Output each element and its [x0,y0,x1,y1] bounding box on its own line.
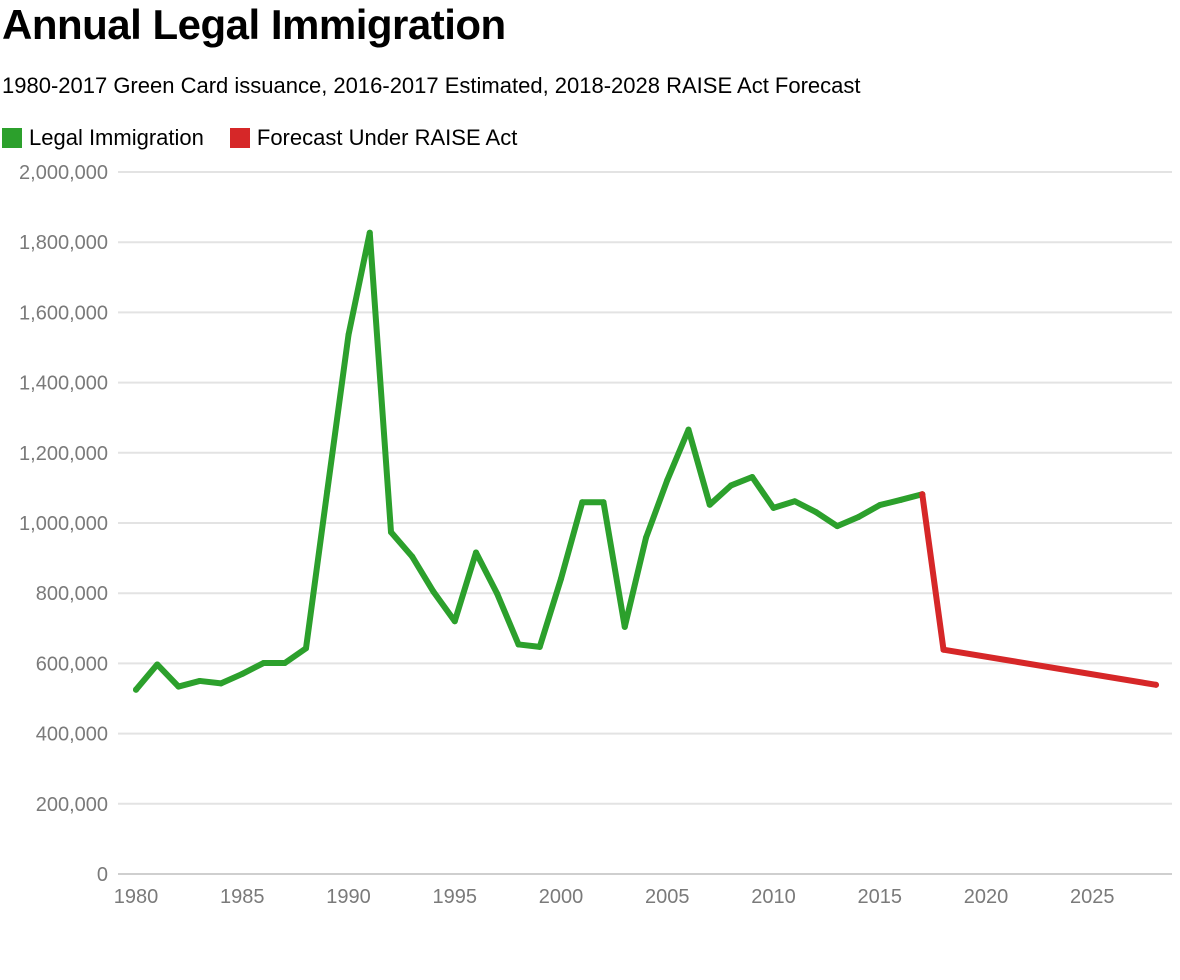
data-point-legal-immigration [515,641,522,648]
data-point-legal-immigration [728,482,734,489]
data-point-legal-immigration [813,509,819,516]
data-point-legal-immigration [218,680,224,687]
data-point-legal-immigration [366,229,373,236]
data-point-legal-immigration [643,534,649,541]
data-point-forecast [919,491,926,498]
chart-legend: Legal Immigration Forecast Under RAISE A… [2,124,543,152]
data-point-legal-immigration [473,549,479,556]
y-tick-label: 800,000 [36,583,108,605]
y-tick-label: 400,000 [36,724,108,746]
x-tick-label: 2005 [645,886,690,908]
data-point-legal-immigration [324,488,331,495]
legend-swatch-forecast [229,128,250,148]
legend-item-forecast[interactable]: Forecast Under RAISE Act [229,124,518,152]
chart-title: Annual Legal Immigration [2,1,506,48]
data-point-legal-immigration [260,660,267,667]
legend-item-legal-immigration[interactable]: Legal Immigration [2,124,204,152]
data-point-legal-immigration [579,499,586,506]
data-point-legal-immigration [451,618,458,625]
data-point-legal-immigration [685,426,692,433]
x-tick-label: 2025 [1070,886,1115,908]
y-tick-label: 600,000 [36,653,108,675]
data-point-legal-immigration [536,643,543,650]
legend-swatch-legal-immigration [2,128,22,148]
data-point-legal-immigration [876,502,883,509]
data-point-legal-immigration [154,661,161,668]
y-tick-label: 200,000 [36,794,108,816]
data-point-forecast [1153,681,1159,688]
x-tick-label: 2020 [964,886,1009,908]
x-tick-label: 2000 [539,886,584,908]
data-point-legal-immigration [834,523,841,530]
data-point-legal-immigration [430,588,437,595]
data-point-legal-immigration [749,474,756,481]
y-tick-label: 1,000,000 [19,513,108,535]
series-line-legal-immigration [133,229,926,693]
data-point-legal-immigration [133,686,139,693]
data-point-legal-immigration [239,670,246,677]
x-tick-label: 1990 [326,886,371,908]
data-point-legal-immigration [175,683,182,690]
y-tick-label: 1,200,000 [19,443,108,465]
y-tick-label: 1,600,000 [19,302,108,324]
data-point-legal-immigration [770,504,777,511]
data-point-legal-immigration [345,331,352,338]
legend-label-legal-immigration: Legal Immigration [29,125,204,150]
data-point-forecast [940,646,947,653]
y-tick-label: 0 [97,864,108,886]
data-point-legal-immigration [558,575,564,582]
data-point-legal-immigration [855,514,862,521]
x-tick-label: 1995 [433,886,478,908]
x-tick-label: 2010 [751,886,796,908]
y-tick-label: 1,400,000 [19,373,108,395]
y-tick-label: 2,000,000 [19,162,108,184]
x-tick-label: 2015 [858,886,903,908]
data-point-legal-immigration [600,499,607,506]
data-point-legal-immigration [664,477,671,484]
data-point-legal-immigration [706,501,713,508]
chart-subtitle: 1980-2017 Green Card issuance, 2016-2017… [2,73,861,98]
data-point-legal-immigration [409,553,416,560]
data-point-legal-immigration [388,529,394,536]
data-point-legal-immigration [791,498,798,505]
data-point-legal-immigration [281,660,288,667]
x-tick-label: 1985 [220,886,265,908]
data-point-legal-immigration [494,590,501,597]
x-tick-label: 1980 [114,886,159,908]
data-point-legal-immigration [196,677,203,684]
y-tick-label: 1,800,000 [19,232,108,254]
data-point-legal-immigration [303,645,309,652]
data-point-legal-immigration [621,623,628,630]
data-point-legal-immigration [898,496,904,503]
legend-label-forecast: Forecast Under RAISE Act [256,125,518,150]
